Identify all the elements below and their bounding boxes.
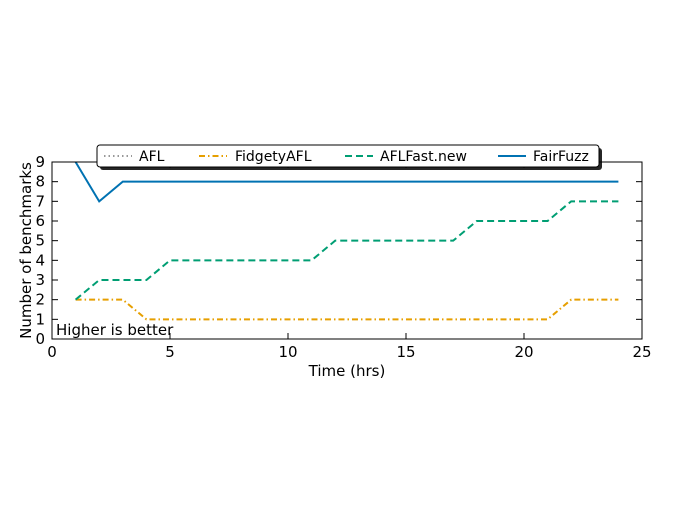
series-layer — [74, 161, 619, 321]
y-tick-label: 4 — [35, 251, 45, 269]
series-line-aflfast-new — [74, 200, 619, 301]
y-axis: 0 12 3 45 6 78 9 — [35, 153, 642, 348]
legend-label-fairfuzz: FairFuzz — [533, 149, 589, 165]
y-tick-label: 2 — [35, 291, 45, 309]
y-tick-label: 0 — [35, 330, 45, 348]
legend-label-aflfast-new: AFLFast.new — [380, 149, 467, 165]
y-tick-label: 6 — [35, 212, 45, 230]
y-axis-label: Number of benchmarks — [17, 162, 35, 339]
series-line-fairfuzz — [74, 161, 619, 203]
y-tick-label: 1 — [35, 310, 45, 328]
annotation-text: Higher is better — [56, 321, 174, 339]
y-tick-label: 5 — [35, 232, 45, 250]
y-tick-label: 7 — [35, 192, 45, 210]
y-tick-label: 8 — [35, 173, 45, 191]
x-axis-label: Time (hrs) — [308, 362, 386, 380]
y-tick-label: 9 — [35, 153, 45, 171]
legend: AFL FidgetyAFL AFLFast.new FairFuzz — [96, 144, 602, 170]
legend-label-fidgetyafl: FidgetyAFL — [235, 149, 312, 165]
x-tick-label: 0 — [47, 343, 57, 361]
x-tick-label: 5 — [165, 343, 175, 361]
x-tick-label: 20 — [514, 343, 533, 361]
x-tick-label: 15 — [396, 343, 415, 361]
series-line-fidgetyafl — [75, 298, 619, 321]
y-tick-label: 3 — [35, 271, 45, 289]
x-tick-label: 10 — [278, 343, 297, 361]
legend-label-afl: AFL — [139, 149, 165, 165]
x-tick-label: 25 — [632, 343, 651, 361]
plot-frame — [51, 161, 643, 340]
